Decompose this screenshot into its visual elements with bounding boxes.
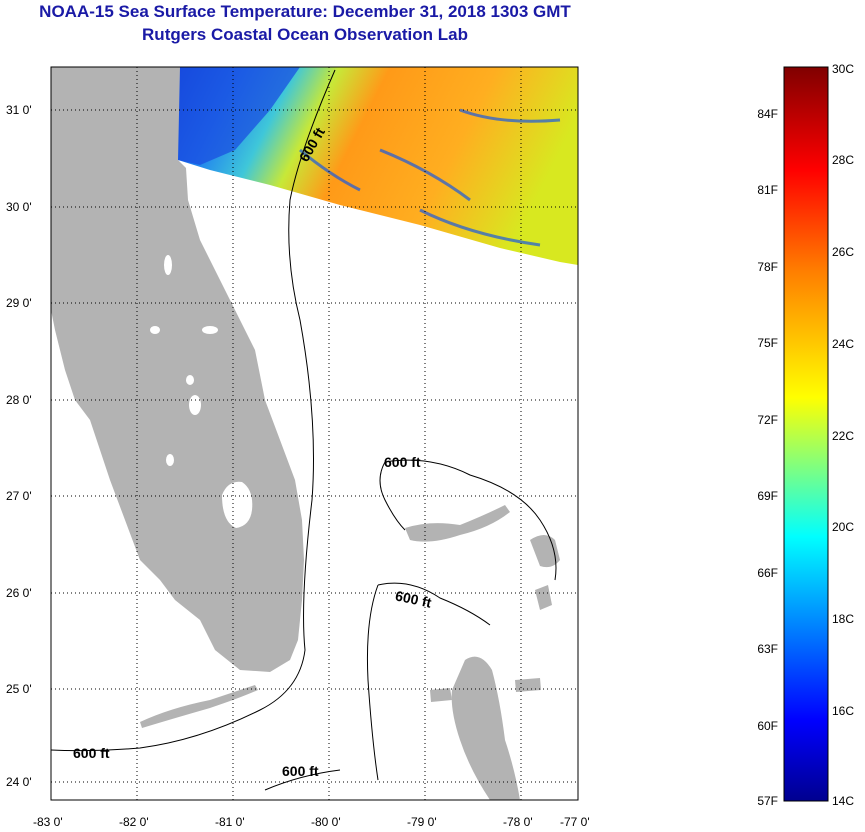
lat-label: 24 0' [6, 775, 32, 789]
fahrenheit-label: 69F [757, 489, 778, 503]
celsius-label: 22C [832, 429, 854, 443]
lon-label: -83 0' [33, 815, 63, 829]
lat-label: 31 0' [6, 103, 32, 117]
lat-label: 30 0' [6, 200, 32, 214]
sst-front-filaments [299, 108, 561, 247]
fahrenheit-label: 57F [757, 794, 778, 808]
sst-cold-coastal-band [178, 67, 300, 165]
colorbar-fahrenheit-labels: 84F 81F 78F 75F 72F 69F 66F 63F 60F 57F [757, 107, 778, 808]
celsius-label: 28C [832, 153, 854, 167]
andros-island [451, 656, 520, 800]
fahrenheit-label: 75F [757, 336, 778, 350]
lake-okeechobee [222, 481, 253, 528]
celsius-label: 14C [832, 794, 854, 808]
map-title: NOAA-15 Sea Surface Temperature: Decembe… [39, 2, 571, 21]
lon-label: -80 0' [311, 815, 341, 829]
lat-label: 27 0' [6, 489, 32, 503]
lon-label: -78 0' [503, 815, 533, 829]
celsius-label: 30C [832, 62, 854, 76]
map-subtitle: Rutgers Coastal Ocean Observation Lab [142, 25, 468, 44]
fahrenheit-label: 72F [757, 413, 778, 427]
fahrenheit-label: 81F [757, 183, 778, 197]
fahrenheit-label: 66F [757, 566, 778, 580]
fahrenheit-label: 60F [757, 719, 778, 733]
lat-label: 25 0' [6, 682, 32, 696]
fahrenheit-label: 84F [757, 107, 778, 121]
contour-label-600ft: 600 ft [384, 454, 421, 470]
colorbar-gradient [783, 66, 829, 802]
lon-label: -81 0' [215, 815, 245, 829]
colorbar-celsius-labels: 30C 28C 26C 24C 22C 20C 18C 16C 14C [832, 62, 854, 808]
celsius-label: 26C [832, 245, 854, 259]
fahrenheit-label: 63F [757, 642, 778, 656]
contour-label-600ft: 600 ft [394, 587, 433, 610]
isobath-600ft [51, 69, 557, 791]
celsius-label: 20C [832, 520, 854, 534]
map-panel [51, 67, 578, 800]
celsius-label: 16C [832, 704, 854, 718]
lon-label: -79 0' [407, 815, 437, 829]
lat-label: 28 0' [6, 393, 32, 407]
longitude-labels: -83 0' -82 0' -81 0' -80 0' -79 0' -78 0… [33, 815, 590, 829]
abaco-islands [530, 535, 560, 610]
fahrenheit-label: 78F [757, 260, 778, 274]
lat-label: 29 0' [6, 296, 32, 310]
lat-label: 26 0' [6, 586, 32, 600]
lon-label: -77 0' [560, 815, 590, 829]
map-border [50, 66, 579, 801]
celsius-label: 24C [832, 337, 854, 351]
celsius-label: 18C [832, 612, 854, 626]
temperature-colorbar: 84F 81F 78F 75F 72F 69F 66F 63F 60F 57F … [757, 62, 854, 808]
contour-label-600ft: 600 ft [282, 763, 319, 779]
florida-keys [140, 685, 258, 728]
grand-bahama [405, 505, 510, 542]
lon-label: -82 0' [119, 815, 149, 829]
latitude-labels: 31 0' 30 0' 29 0' 28 0' 27 0' 26 0' 25 0… [6, 103, 32, 789]
contour-label-600ft: 600 ft [73, 745, 110, 761]
bahamas-small-islands [430, 678, 541, 702]
